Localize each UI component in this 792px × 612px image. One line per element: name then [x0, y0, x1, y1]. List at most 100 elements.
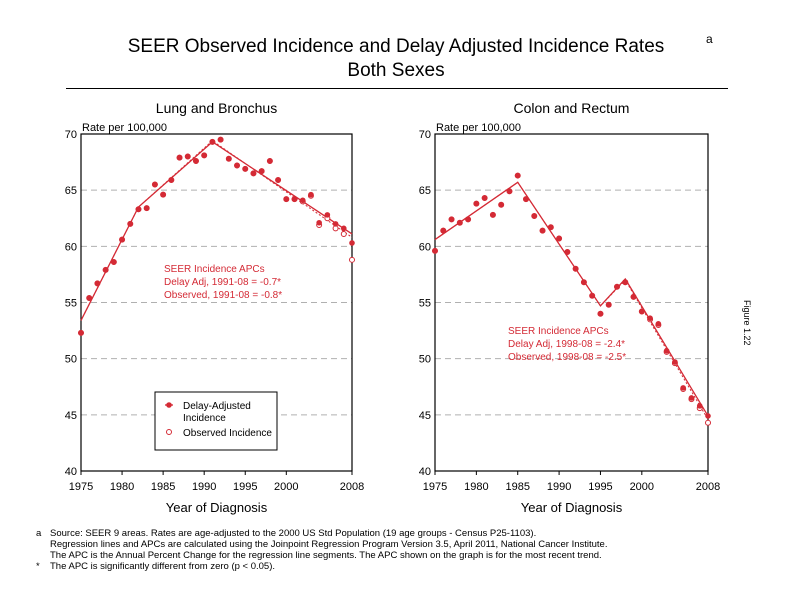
delay-adjusted-point — [160, 191, 166, 198]
y-tick-label: 55 — [419, 298, 431, 310]
y-tick-label: 65 — [419, 185, 431, 197]
delay-adjusted-point — [514, 172, 521, 179]
delay-adjusted-point — [622, 279, 629, 286]
figure-title: SEER Observed Incidence and Delay Adjust… — [0, 36, 792, 58]
y-tick-label: 70 — [419, 129, 431, 141]
x-tick-label: 2000 — [274, 481, 298, 493]
footnote-line: The APC is the Annual Percent Change for… — [50, 550, 602, 561]
delay-adjusted-point — [242, 166, 249, 172]
footnotes: a Source: SEER 9 areas. Rates are age-ad… — [36, 528, 607, 572]
delay-adjusted-point — [481, 195, 488, 201]
apc-annotation: Delay Adj, 1991-08 = -0.7* — [164, 277, 281, 288]
delay-adjusted-point — [275, 177, 281, 183]
y-axis-label: Rate per 100,000 — [82, 122, 167, 134]
y-tick-label: 60 — [419, 241, 431, 253]
delay-adjusted-point — [291, 196, 298, 202]
y-tick-label: 50 — [65, 354, 77, 366]
legend-label-observed: Observed Incidence — [183, 428, 272, 439]
delay-adjusted-point — [448, 216, 455, 223]
delay-adjusted-point — [168, 177, 175, 183]
footnote-a: a Source: SEER 9 areas. Rates are age-ad… — [36, 528, 607, 561]
delay-adjusted-point — [102, 267, 109, 273]
delay-adjusted-point — [267, 158, 273, 164]
x-tick-label: 2000 — [630, 481, 654, 493]
apc-annotation: Observed, 1991-08 = -0.8* — [164, 290, 282, 301]
x-tick-label: 1995 — [233, 481, 257, 493]
x-axis-label: Year of Diagnosis — [521, 500, 623, 515]
delay-adjusted-point — [258, 168, 265, 174]
delay-adjusted-point — [193, 158, 199, 164]
y-tick-label: 50 — [419, 354, 431, 366]
delay-adjusted-point — [86, 295, 93, 301]
delay-adjusted-point — [324, 212, 331, 218]
y-tick-label: 40 — [65, 466, 77, 478]
delay-adjusted-point — [217, 136, 224, 143]
apc-annotation: Delay Adj, 1998-08 = -2.4* — [508, 339, 625, 350]
delay-adjusted-point — [506, 188, 513, 195]
delay-adjusted-point — [539, 227, 546, 234]
delay-adjusted-point — [589, 292, 595, 299]
footnote-mark: * — [36, 561, 40, 572]
x-tick-label: 1985 — [505, 481, 529, 493]
delay-adjusted-point — [308, 191, 314, 198]
delay-adjusted-point — [332, 221, 339, 227]
y-tick-label: 70 — [65, 129, 77, 141]
delay-adjusted-point — [498, 201, 504, 208]
delay-adjusted-point — [78, 330, 84, 336]
x-tick-label: 1980 — [464, 481, 488, 493]
x-tick-label: 2008 — [340, 481, 364, 493]
delay-adjusted-point — [184, 153, 191, 160]
observed-regression-line — [434, 181, 709, 420]
delay-adjusted-point — [152, 181, 158, 188]
footnote-line: The APC is significantly different from … — [50, 561, 276, 572]
y-axis-label: Rate per 100,000 — [436, 122, 521, 134]
title-divider — [66, 88, 728, 89]
x-tick-label: 1990 — [192, 481, 216, 493]
delay-adjusted-point — [605, 301, 612, 308]
plot-area — [434, 133, 709, 472]
delay-adjusted-point — [119, 236, 125, 243]
legend-box — [154, 391, 278, 451]
delay-adjusted-point — [135, 206, 142, 213]
delay-adjusted-point — [226, 155, 232, 162]
x-tick-label: 1990 — [547, 481, 571, 493]
delay-adjusted-point — [564, 249, 571, 255]
delay-adjusted-point — [94, 280, 101, 287]
delay-adjusted-point — [465, 216, 471, 223]
y-tick-label: 55 — [65, 298, 77, 310]
delay-adjusted-point — [127, 221, 134, 227]
delay-adjusted-point — [655, 321, 662, 327]
observed-point — [340, 230, 347, 237]
delay-adjusted-point — [209, 139, 216, 145]
delay-adjusted-point — [340, 225, 347, 232]
delay-adjusted-point — [672, 359, 678, 365]
x-tick-label: 2008 — [696, 481, 720, 493]
footnote-mark: a — [36, 528, 42, 539]
apc-annotation: SEER Incidence APCs — [164, 264, 265, 275]
delay-adjusted-point — [349, 240, 355, 246]
x-tick-label: 1995 — [588, 481, 612, 493]
observed-point — [705, 419, 711, 426]
plot-area — [80, 133, 353, 472]
delay-adjusted-point — [523, 196, 529, 202]
delay-adjusted-point — [680, 385, 686, 391]
chart-title: Lung and Bronchus — [156, 100, 277, 116]
delay-adjusted-point — [111, 259, 117, 265]
y-tick-label: 65 — [65, 185, 77, 197]
delay-adjusted-point — [597, 310, 604, 317]
footnote-line: Regression lines and APCs are calculated… — [50, 539, 608, 550]
delay-adjusted-point — [688, 395, 695, 401]
delay-adjusted-point — [572, 266, 579, 272]
delay-adjusted-point — [234, 162, 240, 169]
legend-observed-marker — [166, 429, 172, 435]
x-axis-label: Year of Diagnosis — [166, 500, 268, 515]
x-tick-label: 1975 — [423, 481, 447, 493]
delay-adjusted-point — [647, 315, 653, 322]
apc-annotation: SEER Incidence APCs — [508, 326, 609, 337]
delay-adjusted-point — [531, 213, 538, 219]
x-tick-label: 1980 — [110, 481, 134, 493]
y-tick-label: 45 — [65, 410, 77, 422]
delay-adjusted-point — [639, 308, 645, 315]
